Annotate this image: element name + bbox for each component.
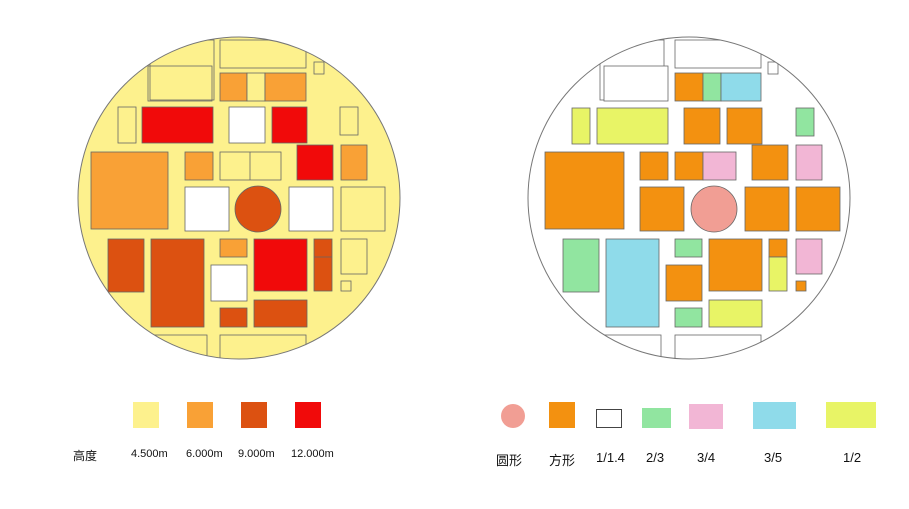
- block-square: [674, 151, 704, 181]
- block-9m: [107, 238, 145, 293]
- legend-label-2-3: 2/3: [646, 450, 665, 465]
- block-square: [544, 151, 625, 230]
- block-4-5m: [340, 186, 386, 232]
- block-outline: [767, 61, 779, 75]
- block-9m: [219, 307, 248, 328]
- block-9m: [150, 238, 205, 328]
- block-ratio-1-2: [708, 299, 763, 328]
- block-outline: [117, 106, 137, 144]
- block-6m: [340, 144, 368, 181]
- height-legend-title: 高度: [73, 449, 98, 463]
- block-outline: [219, 39, 307, 69]
- block-ratio-1-2: [571, 107, 591, 145]
- block-square: [744, 186, 790, 232]
- legend-label-4-5m: 4.500m: [131, 448, 168, 460]
- block-outline: [147, 65, 213, 102]
- block-ratio-3-5: [720, 72, 762, 102]
- block-ratio-3-4: [795, 144, 823, 181]
- block-square: [768, 238, 788, 258]
- block-ratio-2-3: [674, 307, 703, 328]
- block-9m: [253, 299, 308, 328]
- legend-swatch-square: [549, 402, 575, 428]
- legend-swatch-3-4: [689, 404, 723, 429]
- block-outline: [340, 238, 368, 275]
- block-9m: [313, 238, 333, 292]
- legend-label-3-5: 3/5: [764, 450, 783, 465]
- block-4-5m: [246, 72, 266, 102]
- block-ratio-1-1.4: [603, 65, 669, 102]
- block-square: [795, 186, 841, 232]
- block-square: [674, 72, 704, 102]
- block-square: [665, 264, 703, 302]
- legend-label-12m: 12.000m: [291, 448, 334, 460]
- block-12m: [141, 106, 214, 144]
- block-square: [639, 186, 685, 232]
- block-white: [228, 106, 266, 144]
- block-6m: [184, 151, 214, 181]
- block-square: [683, 107, 721, 145]
- legend-label-circle: 圆形: [496, 453, 523, 468]
- legend-label-3-4: 3/4: [697, 450, 716, 465]
- block-outline: [674, 39, 762, 69]
- legend-swatch-circle: [501, 404, 525, 428]
- legend-swatch-1-1.4: [596, 409, 622, 428]
- legend-label-9m: 9.000m: [238, 448, 275, 460]
- legend-swatch-4-5m: [133, 402, 159, 428]
- block-white: [210, 264, 248, 302]
- legend-label-1-2: 1/2: [843, 450, 862, 465]
- block-square: [726, 107, 763, 145]
- block-outline: [313, 61, 325, 75]
- block-12m: [253, 238, 308, 292]
- block-4-5m: [219, 151, 282, 181]
- block-white: [288, 186, 334, 232]
- legend-swatch-3-5: [753, 402, 796, 429]
- block-ratio-3-4: [702, 151, 737, 181]
- proportion-plan: [527, 36, 851, 360]
- block-ratio-3-5: [605, 238, 660, 328]
- legend-label-square: 方形: [549, 453, 576, 468]
- legend-label-6m: 6.000m: [186, 448, 223, 460]
- block-ratio-2-3: [795, 107, 815, 137]
- block-12m: [296, 144, 334, 181]
- block-6m: [219, 238, 248, 258]
- block-square: [708, 238, 763, 292]
- block-6m: [90, 151, 169, 230]
- block-outline: [339, 106, 359, 136]
- block-12m: [271, 106, 308, 144]
- block-outline: [340, 280, 352, 292]
- block-ratio-2-3: [702, 72, 722, 102]
- block-white: [184, 186, 230, 232]
- block-6m: [264, 72, 307, 102]
- block-ratio-1-2: [596, 107, 669, 145]
- legend-swatch-6m: [187, 402, 213, 428]
- block-ratio-2-3: [674, 238, 703, 258]
- legend-swatch-9m: [241, 402, 267, 428]
- legend-swatch-1-2: [826, 402, 876, 428]
- legend-swatch-2-3: [642, 408, 671, 428]
- block-square: [639, 151, 669, 181]
- circular-block: [690, 185, 738, 233]
- block-ratio-2-3: [562, 238, 600, 293]
- height-plan: [77, 36, 401, 360]
- block-6m: [219, 72, 248, 102]
- legend-label-1-1.4: 1/1.4: [596, 450, 625, 465]
- circular-block-9m: [234, 185, 282, 233]
- block-ratio-1-2: [768, 256, 788, 292]
- legend-swatch-12m: [295, 402, 321, 428]
- block-square: [795, 280, 807, 292]
- block-ratio-3-4: [795, 238, 823, 275]
- block-square: [751, 144, 789, 181]
